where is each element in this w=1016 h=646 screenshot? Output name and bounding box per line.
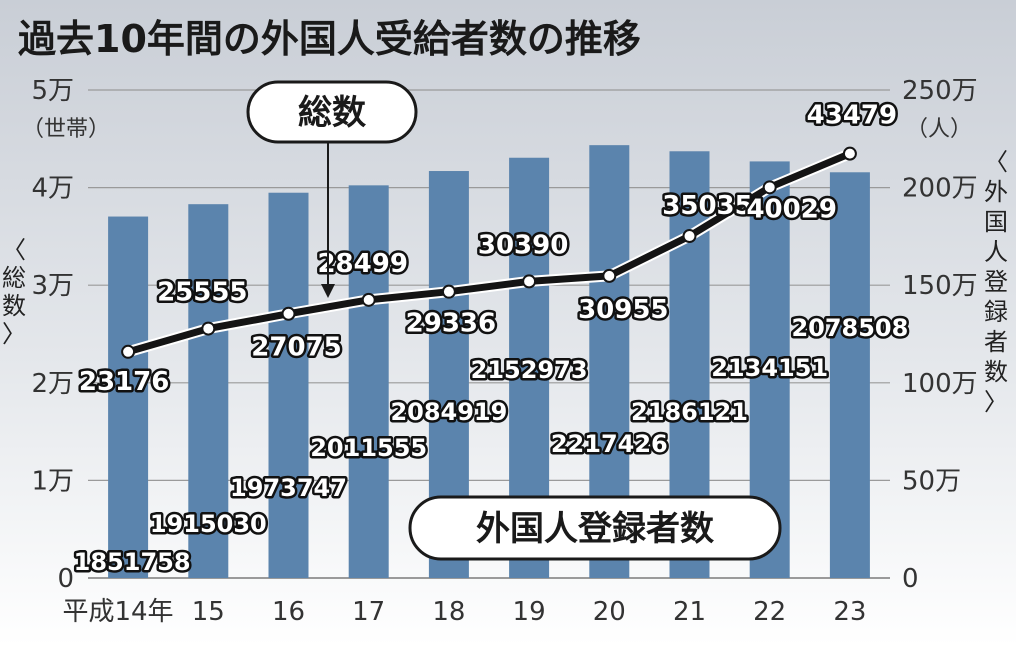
category-label: 19 — [513, 597, 546, 627]
left-tick-label: 0 — [57, 564, 74, 594]
right-tick-label: 100万 — [902, 369, 978, 399]
left-tick-label: 2万 — [31, 369, 74, 399]
data-label-total: 40029 — [746, 194, 836, 224]
right-axis-title-char: 登 — [984, 268, 1008, 296]
left-unit-label: （世帯） — [22, 117, 110, 142]
category-label: 22 — [753, 597, 786, 627]
line-total-path — [127, 150, 852, 356]
data-label-registered: 1851758 — [74, 548, 191, 576]
line-total-point — [361, 292, 376, 307]
category-label: 21 — [673, 597, 706, 627]
left-axis-title-char: 数 — [2, 292, 26, 320]
bar-registered — [348, 185, 389, 578]
data-label-registered: 2011555 — [310, 434, 427, 462]
left-axis-title-char: 〈 — [2, 236, 26, 264]
category-label: 平成14年 — [62, 597, 173, 627]
left-tick-label: 5万 — [31, 76, 74, 106]
data-label-total: 28499 — [317, 249, 407, 279]
data-label-total: 30955 — [578, 295, 668, 325]
bar-registered — [268, 192, 309, 578]
callout-registered: 外国人登録者数 — [408, 495, 782, 561]
right-axis-title-char: 〉 — [984, 388, 1008, 416]
data-label-registered: 2134151 — [711, 354, 828, 382]
data-label-total: 23176 — [79, 367, 169, 397]
callout-total-arrowhead — [321, 284, 335, 298]
left-tick-label: 4万 — [31, 174, 74, 204]
category-label: 20 — [593, 597, 626, 627]
data-label-total: 43479 — [807, 101, 897, 131]
bar-registered — [188, 204, 229, 578]
category-label: 16 — [272, 597, 305, 627]
right-tick-label: 0 — [902, 564, 919, 594]
callout-registered-text: 外国人登録者数 — [476, 509, 714, 549]
line-total-point — [121, 344, 136, 359]
right-axis-title-char: 人 — [984, 238, 1008, 266]
data-label-total: 35035 — [662, 191, 752, 221]
right-axis-title-char: 者 — [984, 328, 1008, 356]
callout-registered-box — [408, 495, 782, 561]
line-total-point — [281, 306, 296, 321]
right-axis-title-char: 録 — [984, 298, 1008, 326]
right-axis-title-char: 国 — [984, 208, 1008, 236]
right-tick-label: 200万 — [902, 174, 978, 204]
right-axis-title-char: 外 — [984, 178, 1008, 206]
left-axis-title-char: 〉 — [2, 320, 26, 348]
data-label-registered: 2152973 — [471, 356, 588, 384]
bar-registered — [108, 216, 149, 578]
left-tick-label: 3万 — [31, 271, 74, 301]
category-label: 18 — [432, 597, 465, 627]
right-tick-label: 250万 — [902, 76, 978, 106]
right-tick-label: 150万 — [902, 271, 978, 301]
data-label-registered: 1973747 — [230, 474, 347, 502]
category-label: 15 — [192, 597, 225, 627]
data-label-total: 27075 — [251, 333, 341, 363]
callout-total: 総数 — [246, 80, 418, 298]
data-label-registered: 1915030 — [150, 510, 267, 538]
data-label-total: 29336 — [406, 309, 496, 339]
line-total-point — [201, 321, 216, 336]
category-label: 23 — [833, 597, 866, 627]
line-total-point — [762, 180, 777, 195]
callout-total-text: 総数 — [298, 93, 366, 133]
line-total-point — [522, 274, 537, 289]
category-label: 17 — [352, 597, 385, 627]
right-tick-label: 50万 — [902, 466, 961, 496]
line-total-point — [842, 146, 857, 161]
data-label-registered: 2084919 — [390, 398, 507, 426]
left-tick-label: 1万 — [31, 466, 74, 496]
right-axis-title-char: 数 — [984, 358, 1008, 386]
bar-registered — [829, 172, 870, 578]
data-label-total: 30390 — [478, 230, 568, 260]
chart-title: 過去10年間の外国人受給者数の推移 — [18, 17, 641, 61]
data-label-registered: 2186121 — [631, 398, 748, 426]
line-total — [121, 146, 857, 359]
data-label-total: 25555 — [157, 278, 247, 308]
data-label-registered: 2217426 — [551, 430, 668, 458]
data-label-registered: 2078508 — [791, 314, 908, 342]
right-axis-title-char: 〈 — [984, 148, 1008, 176]
line-total-point — [441, 284, 456, 299]
left-axis-title-char: 総 — [2, 264, 26, 292]
line-total-point — [682, 229, 697, 244]
right-unit-label: （人） — [906, 117, 972, 142]
callout-total-box — [246, 80, 418, 144]
line-total-point — [602, 268, 617, 283]
